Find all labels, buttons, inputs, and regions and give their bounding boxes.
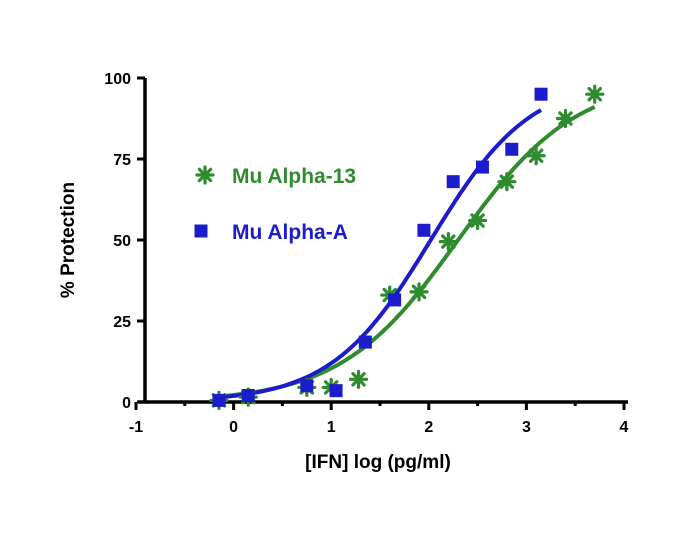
y-tick-label: 50	[113, 233, 131, 250]
data-point-series-1	[212, 393, 226, 407]
data-point-series-0	[555, 108, 576, 129]
data-point-series-0	[348, 369, 369, 389]
x-tick-label: 4	[620, 419, 629, 436]
legend: Mu Alpha-13 Mu Alpha-A	[194, 165, 356, 244]
data-point-series-1	[241, 389, 255, 403]
y-axis-title: % Protection	[58, 182, 79, 298]
legend-item-mu-alpha-13: Mu Alpha-13	[195, 165, 356, 188]
axes: 0 25 50 75 100 -1 0 1 2 3 4	[104, 71, 628, 436]
fit-curve-series-0	[218, 105, 596, 399]
data-point-series-1	[329, 384, 343, 398]
legend-label-mu-alpha-13: Mu Alpha-13	[232, 165, 356, 188]
data-point-series-0	[526, 146, 546, 166]
y-ticks: 0 25 50 75 100	[104, 71, 145, 412]
y-tick-label: 100	[104, 71, 131, 88]
data-point-series-1	[358, 335, 372, 349]
y-tick-label: 75	[113, 152, 131, 169]
data-point-series-1	[534, 87, 548, 101]
fit-curve-series-1	[218, 108, 543, 400]
y-tick-label: 25	[113, 314, 131, 331]
data-point-series-0	[468, 210, 488, 231]
data-points	[209, 84, 605, 410]
data-point-series-0	[409, 282, 429, 302]
y-tick-label: 0	[122, 395, 131, 412]
x-tick-label: 2	[424, 419, 433, 436]
x-axis-title: [IFN] log (pg/ml)	[305, 452, 451, 473]
legend-label-mu-alpha-a: Mu Alpha-A	[232, 221, 348, 244]
legend-square-icon	[194, 224, 208, 238]
x-tick-label: -1	[129, 419, 143, 436]
x-tick-label: 0	[229, 419, 238, 436]
legend-item-mu-alpha-a: Mu Alpha-A	[194, 221, 348, 244]
x-tick-label: 1	[327, 419, 336, 436]
data-point-series-1	[446, 175, 460, 189]
fit-curves	[218, 105, 596, 400]
x-tick-label: 3	[522, 419, 531, 436]
data-point-series-1	[388, 293, 402, 307]
data-point-series-0	[497, 172, 517, 192]
data-point-series-1	[475, 160, 489, 174]
data-point-series-0	[585, 84, 605, 104]
x-ticks: -1 0 1 2 3 4	[129, 402, 629, 436]
data-point-series-1	[300, 379, 314, 393]
data-point-series-1	[417, 223, 431, 237]
data-point-series-0	[438, 232, 458, 252]
data-point-series-1	[505, 142, 519, 156]
legend-asterisk-icon	[195, 165, 215, 185]
